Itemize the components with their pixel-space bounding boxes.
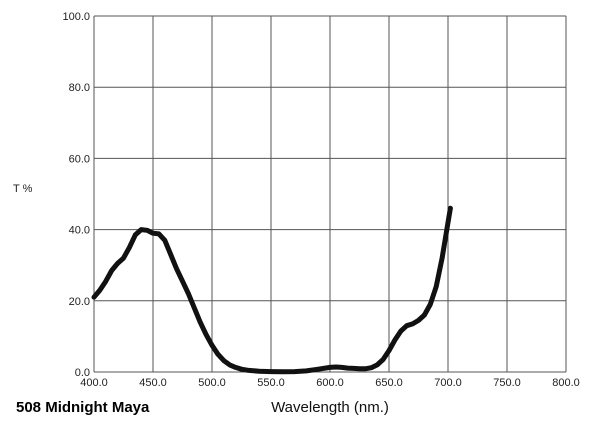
x-tick-label: 450.0 xyxy=(139,377,167,389)
x-tick-label: 750.0 xyxy=(493,377,521,389)
chart-title: 508 Midnight Maya xyxy=(16,399,150,416)
y-tick-label: 0.0 xyxy=(75,367,90,379)
x-tick-label: 700.0 xyxy=(434,377,462,389)
x-tick-label: 550.0 xyxy=(257,377,285,389)
y-tick-label: 20.0 xyxy=(69,296,90,308)
y-axis-label: T % xyxy=(13,183,33,195)
y-tick-label: 40.0 xyxy=(69,225,90,237)
x-axis-label: Wavelength (nm.) xyxy=(271,399,389,416)
x-tick-label: 600.0 xyxy=(316,377,344,389)
x-tick-label: 500.0 xyxy=(198,377,226,389)
grid xyxy=(93,15,567,373)
series-layer xyxy=(91,205,453,375)
x-tick-label: 400.0 xyxy=(80,377,108,389)
y-tick-label: 60.0 xyxy=(69,153,90,165)
transmission-curve xyxy=(91,205,453,375)
y-tick-label: 80.0 xyxy=(69,82,90,94)
x-tick-label: 650.0 xyxy=(375,377,403,389)
y-tick-label: 100.0 xyxy=(62,11,90,23)
x-tick-label: 800.0 xyxy=(552,377,580,389)
tick-labels: 400.0 450.0 500.0 550.0 600.0 650.0 700.0 750.0… xyxy=(62,11,579,389)
